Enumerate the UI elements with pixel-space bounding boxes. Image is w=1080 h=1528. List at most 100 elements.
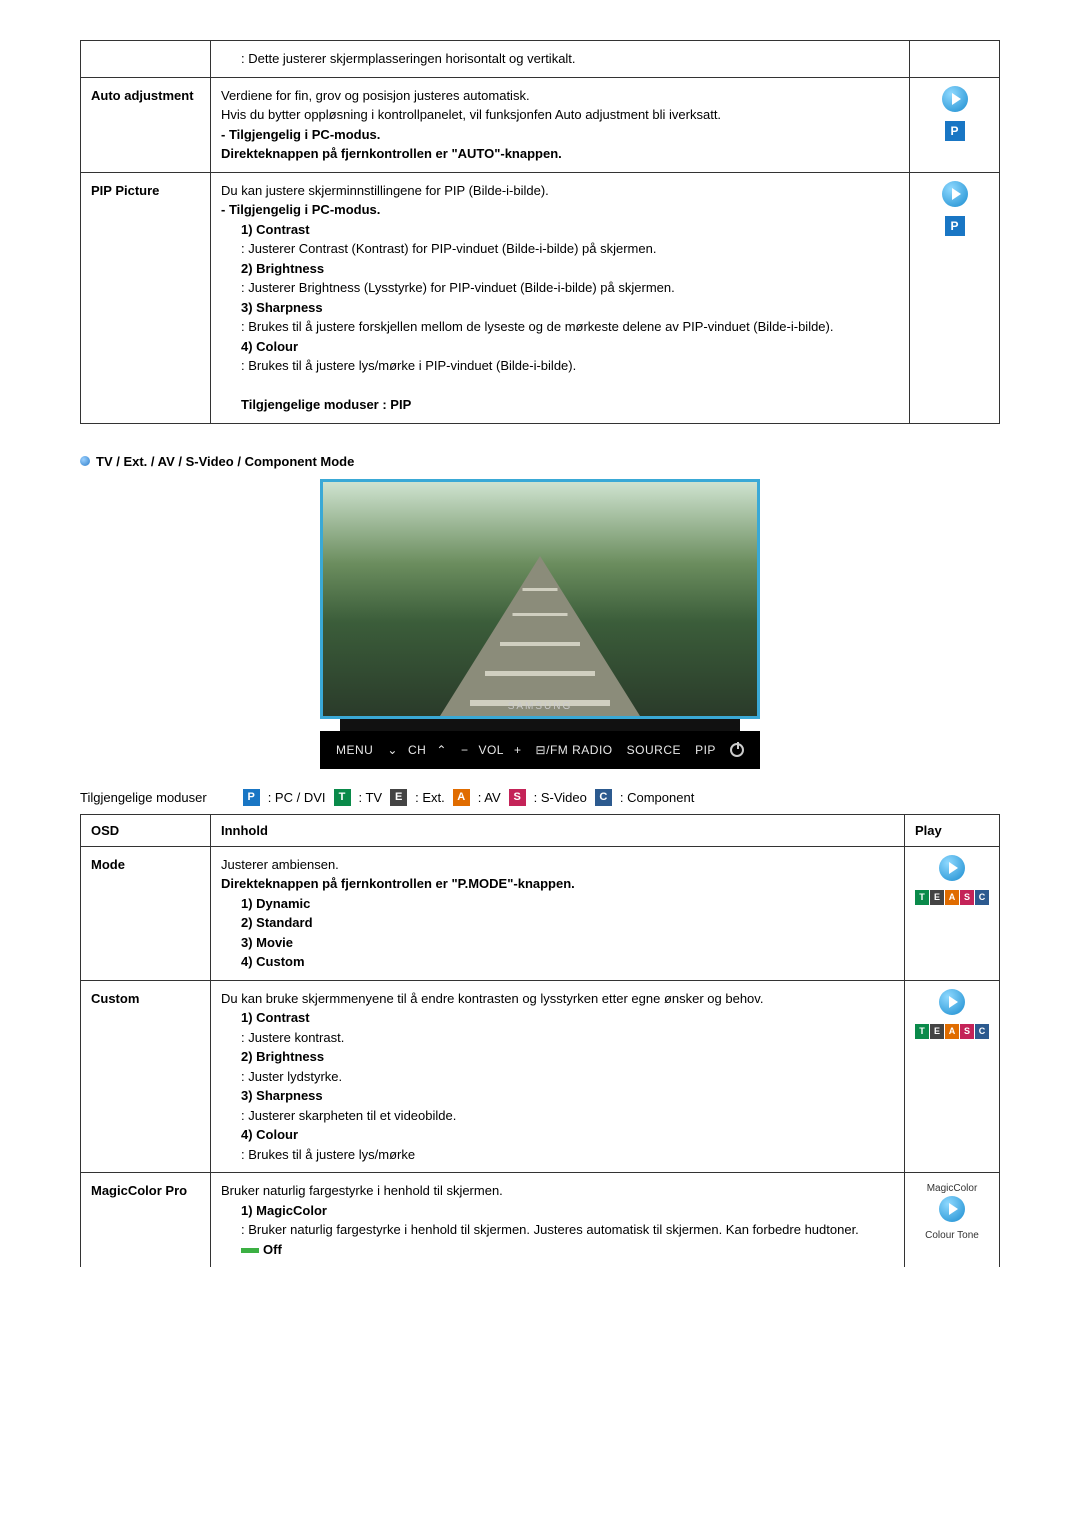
- caption-colourtone: Colour Tone: [915, 1228, 989, 1243]
- menu-label: MENU: [336, 743, 373, 757]
- text-bold: Direkteknappen på fjernkontrollen er "P.…: [221, 874, 894, 894]
- content-mode: Justerer ambiensen. Direkteknappen på fj…: [211, 846, 905, 980]
- green-dash-icon: [241, 1248, 259, 1253]
- chevron-up-icon: ⌃: [436, 743, 447, 757]
- content-pip-picture: Du kan justere skjerminnstillingene for …: [211, 172, 910, 423]
- ch-label: CH: [408, 743, 426, 757]
- th-play: Play: [905, 814, 1000, 846]
- th-content: Innhold: [211, 814, 905, 846]
- s-tag-icon: S: [509, 789, 526, 806]
- item: 4) Custom: [241, 952, 894, 972]
- text: Bruker naturlig fargestyrke i henhold ti…: [221, 1181, 894, 1201]
- text-bold: - Tilgjengelig i PC-modus.: [221, 125, 899, 145]
- play-icon[interactable]: [939, 989, 965, 1015]
- monitor-controls: MENU ⌄ CH ⌃ − VOL + ⊟/FM RADIO SOURCE PI…: [320, 731, 760, 769]
- legend-c: : Component: [620, 790, 694, 805]
- vol-group: − VOL +: [461, 743, 522, 757]
- item: 2) Standard: [241, 913, 894, 933]
- osd-mode: Mode: [81, 846, 211, 980]
- legend-t: : TV: [359, 790, 383, 805]
- p-badge: P: [945, 216, 965, 236]
- item-heading: 4) Colour: [241, 337, 899, 357]
- ch-group: ⌄ CH ⌃: [387, 743, 446, 757]
- play-custom: TEASC: [905, 980, 1000, 1173]
- item-heading: 1) Contrast: [241, 1008, 894, 1028]
- off-item: Off: [241, 1240, 894, 1260]
- item-desc: : Brukes til å justere lys/mørke: [241, 1145, 894, 1165]
- legend-p: : PC / DVI: [268, 790, 326, 805]
- play-auto-adjustment: P: [910, 77, 1000, 172]
- a-tag-icon: A: [453, 789, 470, 806]
- p-tag-icon: P: [243, 789, 260, 806]
- text: Justerer ambiensen.: [221, 855, 894, 875]
- item: 3) Movie: [241, 933, 894, 953]
- t-tag-icon: T: [334, 789, 351, 806]
- chevron-down-icon: ⌄: [387, 743, 398, 757]
- mode-legend: Tilgjengelige moduser P: PC / DVI T: TV …: [80, 789, 1000, 806]
- item-desc: : Justere kontrast.: [241, 1028, 894, 1048]
- mode-settings-table: OSD Innhold Play Mode Justerer ambiensen…: [80, 814, 1000, 1268]
- section-title: TV / Ext. / AV / S-Video / Component Mod…: [96, 454, 354, 469]
- p-badge: P: [945, 121, 965, 141]
- power-icon: [730, 743, 744, 757]
- text: Du kan bruke skjermmenyene til å endre k…: [221, 989, 894, 1009]
- mode-badge-row: TEASC: [915, 1024, 989, 1039]
- item-desc: : Justerer skarpheten til et videobilde.: [241, 1106, 894, 1126]
- text-bold: Direkteknappen på fjernkontrollen er "AU…: [221, 144, 899, 164]
- e-tag-icon: E: [390, 789, 407, 806]
- monitor-brand: SAMSUNG: [323, 701, 757, 712]
- osd-magiccolor: MagicColor Pro: [81, 1173, 211, 1268]
- text: Verdiene for fin, grov og posisjon juste…: [221, 86, 899, 106]
- pip-label: PIP: [695, 743, 716, 757]
- content-custom: Du kan bruke skjermmenyene til å endre k…: [211, 980, 905, 1173]
- osd-pip-picture: PIP Picture: [81, 172, 211, 423]
- item: 1) Dynamic: [241, 894, 894, 914]
- vol-label: VOL: [478, 743, 504, 757]
- legend-s: : S-Video: [534, 790, 587, 805]
- item-desc: : Bruker naturlig fargestyrke i henhold …: [241, 1220, 894, 1240]
- play-icon[interactable]: [942, 86, 968, 112]
- content-magiccolor: Bruker naturlig fargestyrke i henhold ti…: [211, 1173, 905, 1268]
- mode-badge-row: TEASC: [915, 890, 989, 905]
- desc-text: : Dette justerer skjermplasseringen hori…: [241, 49, 899, 69]
- radio-label: ⊟/FM RADIO: [536, 743, 613, 757]
- item-desc: : Justerer Contrast (Kontrast) for PIP-v…: [241, 239, 899, 259]
- play-icon[interactable]: [939, 1196, 965, 1222]
- osd-cell-empty: [81, 41, 211, 78]
- item-heading: 4) Colour: [241, 1125, 894, 1145]
- play-icon[interactable]: [942, 181, 968, 207]
- content-auto-adjustment: Verdiene for fin, grov og posisjon juste…: [211, 77, 910, 172]
- item-heading: 2) Brightness: [241, 259, 899, 279]
- play-icon[interactable]: [939, 855, 965, 881]
- available-modes: Tilgjengelige moduser : PIP: [241, 395, 899, 415]
- legend-e: : Ext.: [415, 790, 445, 805]
- item-desc: : Brukes til å justere lys/mørke i PIP-v…: [241, 356, 899, 376]
- item-desc: : Justerer Brightness (Lysstyrke) for PI…: [241, 278, 899, 298]
- th-osd: OSD: [81, 814, 211, 846]
- item-heading: 3) Sharpness: [241, 1086, 894, 1106]
- item-desc: : Brukes til å justere forskjellen mello…: [241, 317, 899, 337]
- play-cell-empty: [910, 41, 1000, 78]
- item-desc: : Juster lydstyrke.: [241, 1067, 894, 1087]
- section-heading: TV / Ext. / AV / S-Video / Component Mod…: [80, 454, 1000, 469]
- bullet-icon: [80, 456, 90, 466]
- item-heading: 1) MagicColor: [241, 1201, 894, 1221]
- osd-custom: Custom: [81, 980, 211, 1173]
- caption-magiccolor: MagicColor: [915, 1181, 989, 1196]
- content-cell: : Dette justerer skjermplasseringen hori…: [211, 41, 910, 78]
- c-tag-icon: C: [595, 789, 612, 806]
- plus-icon: +: [514, 743, 522, 757]
- source-label: SOURCE: [627, 743, 681, 757]
- legend-a: : AV: [478, 790, 501, 805]
- text: Du kan justere skjerminnstillingene for …: [221, 181, 899, 201]
- top-settings-table: : Dette justerer skjermplasseringen hori…: [80, 40, 1000, 424]
- play-mode: TEASC: [905, 846, 1000, 980]
- monitor-illustration: SAMSUNG MENU ⌄ CH ⌃ − VOL + ⊟/FM RADIO S…: [80, 479, 1000, 769]
- monitor-screen: SAMSUNG: [320, 479, 760, 719]
- play-pip-picture: P: [910, 172, 1000, 423]
- minus-icon: −: [461, 743, 469, 757]
- text-bold: - Tilgjengelig i PC-modus.: [221, 200, 899, 220]
- legend-prefix: Tilgjengelige moduser: [80, 790, 207, 805]
- play-magiccolor: MagicColor Colour Tone: [905, 1173, 1000, 1268]
- monitor-stand: [340, 719, 740, 731]
